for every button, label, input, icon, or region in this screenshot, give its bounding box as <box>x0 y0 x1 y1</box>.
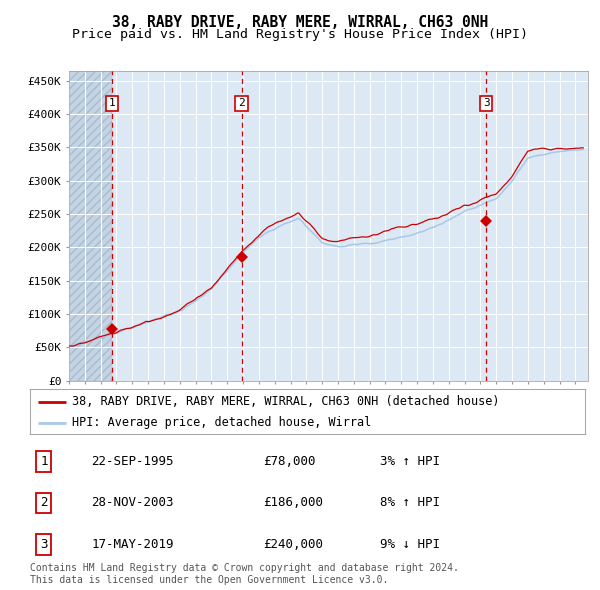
Text: 9% ↓ HPI: 9% ↓ HPI <box>380 537 440 551</box>
Text: 8% ↑ HPI: 8% ↑ HPI <box>380 496 440 510</box>
Text: 2: 2 <box>238 99 245 109</box>
Text: 17-MAY-2019: 17-MAY-2019 <box>91 537 173 551</box>
Text: 38, RABY DRIVE, RABY MERE, WIRRAL, CH63 0NH: 38, RABY DRIVE, RABY MERE, WIRRAL, CH63 … <box>112 15 488 30</box>
Text: Contains HM Land Registry data © Crown copyright and database right 2024.
This d: Contains HM Land Registry data © Crown c… <box>30 563 459 585</box>
Bar <box>69 71 112 381</box>
Text: £240,000: £240,000 <box>263 537 323 551</box>
Text: 3: 3 <box>483 99 490 109</box>
Text: £78,000: £78,000 <box>263 455 316 468</box>
Text: HPI: Average price, detached house, Wirral: HPI: Average price, detached house, Wirr… <box>71 416 371 429</box>
Text: 3: 3 <box>40 537 47 551</box>
Text: Price paid vs. HM Land Registry's House Price Index (HPI): Price paid vs. HM Land Registry's House … <box>72 28 528 41</box>
Text: 38, RABY DRIVE, RABY MERE, WIRRAL, CH63 0NH (detached house): 38, RABY DRIVE, RABY MERE, WIRRAL, CH63 … <box>71 395 499 408</box>
Text: 2: 2 <box>40 496 47 510</box>
Text: 22-SEP-1995: 22-SEP-1995 <box>91 455 173 468</box>
Text: 1: 1 <box>40 455 47 468</box>
Text: 3% ↑ HPI: 3% ↑ HPI <box>380 455 440 468</box>
Text: £186,000: £186,000 <box>263 496 323 510</box>
Text: 28-NOV-2003: 28-NOV-2003 <box>91 496 173 510</box>
Text: 1: 1 <box>109 99 116 109</box>
Bar <box>69 71 112 381</box>
